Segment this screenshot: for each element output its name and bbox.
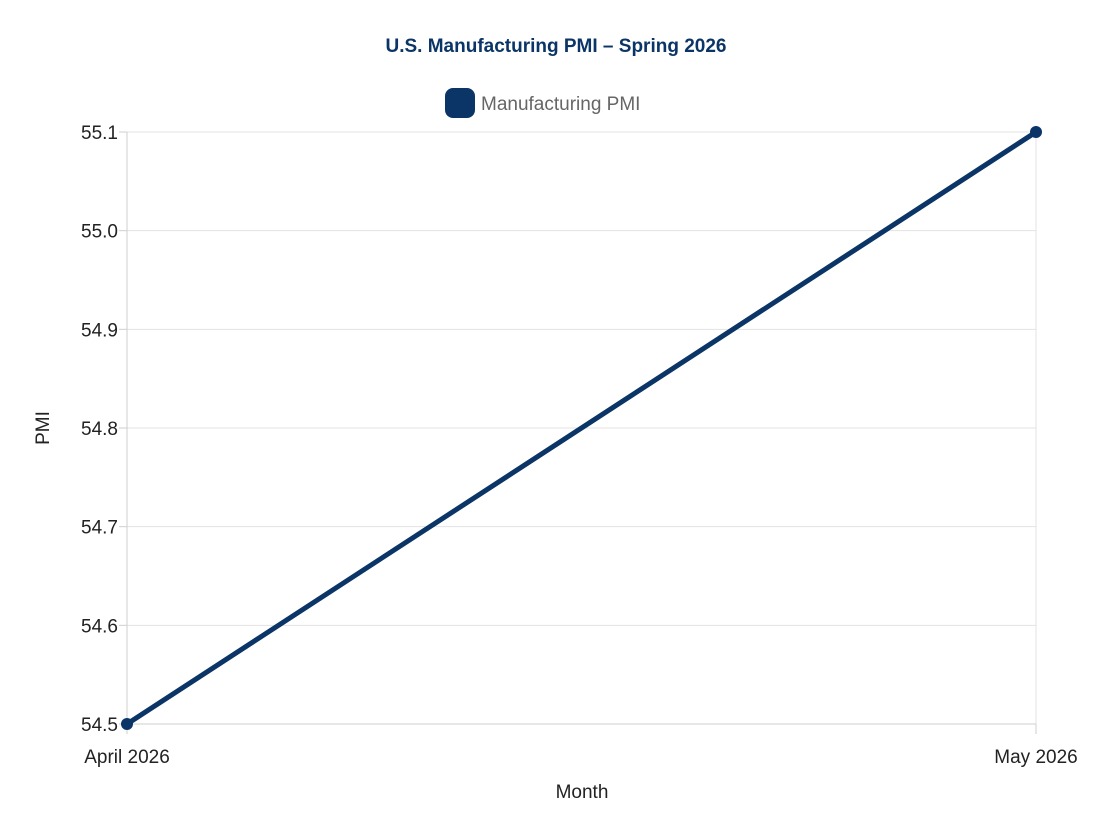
data-point[interactable] xyxy=(121,718,133,730)
y-tick-label: 55.0 xyxy=(81,222,118,243)
x-axis-title: Month xyxy=(556,782,609,803)
legend-label: Manufacturing PMI xyxy=(481,94,640,115)
x-tick-label: May 2026 xyxy=(994,747,1077,768)
y-tick-label: 54.8 xyxy=(81,419,118,440)
legend[interactable]: Manufacturing PMI xyxy=(445,88,640,118)
data-point[interactable] xyxy=(1030,126,1042,138)
y-axis-ticks: 54.5 54.6 54.7 54.8 54.9 55.0 55.1 xyxy=(81,123,127,736)
series-layer xyxy=(121,126,1042,730)
y-tick-label: 54.9 xyxy=(81,320,118,341)
y-tick-label: 54.5 xyxy=(81,715,118,736)
legend-swatch xyxy=(445,88,475,118)
y-tick-label: 54.6 xyxy=(81,616,118,637)
series-line xyxy=(124,129,1039,727)
x-axis-ticks: April 2026 May 2026 xyxy=(84,724,1078,768)
y-axis-title: PMI xyxy=(33,411,54,445)
chart-title: U.S. Manufacturing PMI – Spring 2026 xyxy=(385,36,726,57)
y-tick-label: 55.1 xyxy=(81,123,118,144)
y-tick-label: 54.7 xyxy=(81,518,118,539)
x-tick-label: April 2026 xyxy=(84,747,170,768)
